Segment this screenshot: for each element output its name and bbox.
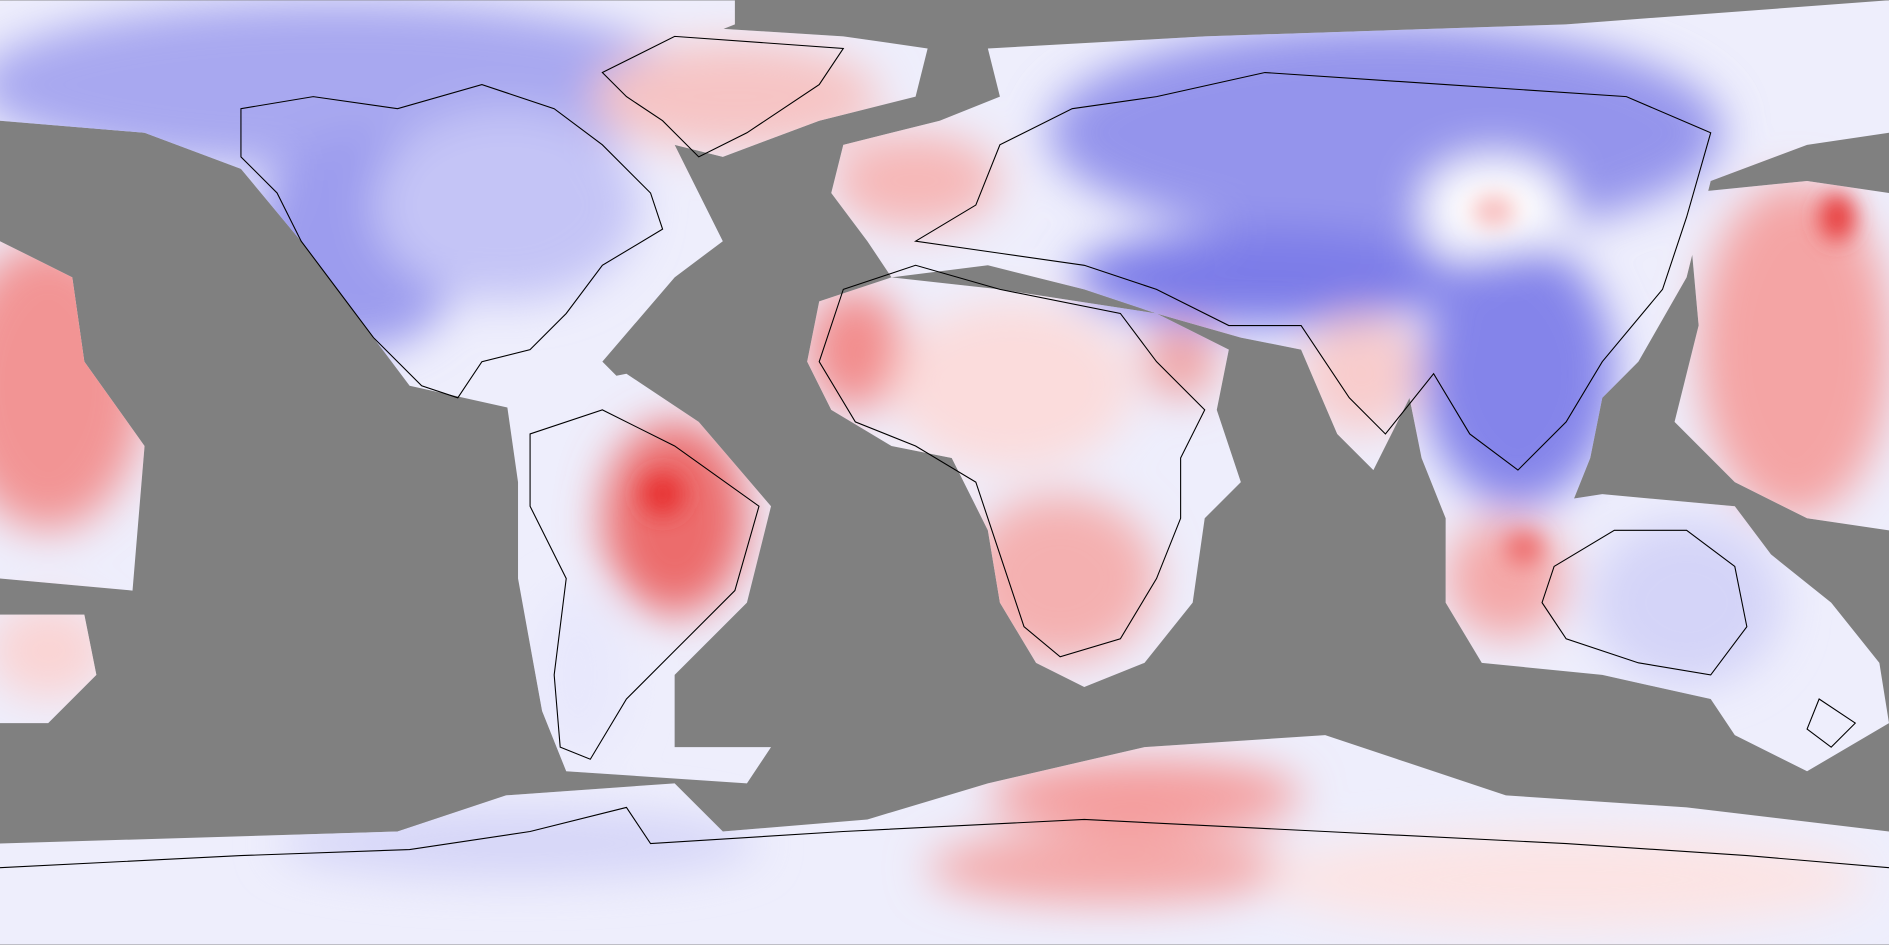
australia-coast bbox=[1541, 529, 1748, 676]
antarctic-warm-1 bbox=[987, 759, 1302, 832]
new-zealand-coast bbox=[1806, 698, 1857, 748]
sahara-mild bbox=[891, 301, 1133, 471]
southeast-asia-cold bbox=[1421, 241, 1615, 507]
south-pacific-warm bbox=[0, 602, 109, 699]
europe-west-warm bbox=[831, 132, 1000, 230]
greenland-warm bbox=[590, 42, 880, 151]
pacific-peak bbox=[1819, 193, 1856, 242]
australia-cool bbox=[1590, 518, 1783, 687]
east-pacific-warm bbox=[1698, 180, 1889, 519]
india-warm bbox=[1301, 313, 1422, 434]
south-america-coast bbox=[529, 409, 760, 760]
mongolia-peak bbox=[1472, 194, 1516, 228]
eurasia-coast bbox=[913, 71, 1712, 471]
indian-ocean-warm bbox=[1445, 518, 1567, 639]
brazil-peak bbox=[640, 472, 685, 516]
central-asia-cold bbox=[1072, 229, 1458, 326]
anomaly-peaks bbox=[640, 193, 1856, 566]
southern-africa-warm bbox=[963, 494, 1157, 663]
brazil-warm bbox=[602, 421, 747, 615]
north-america-coast bbox=[240, 84, 664, 399]
patagonia-neutral bbox=[530, 590, 627, 760]
canada-cool bbox=[373, 108, 639, 302]
west-africa-warm bbox=[807, 289, 904, 410]
antarctica-coast bbox=[0, 806, 1889, 869]
africa-coast bbox=[818, 264, 1206, 658]
siberia-cold bbox=[1048, 24, 1723, 242]
indian-ocean-peak bbox=[1504, 531, 1544, 566]
coastlines bbox=[0, 35, 1889, 869]
antarctic-warm-2 bbox=[927, 831, 1290, 904]
greenland-coast bbox=[601, 35, 845, 158]
arabia-warm bbox=[1144, 325, 1217, 398]
antarctic-mild bbox=[1264, 831, 1868, 928]
